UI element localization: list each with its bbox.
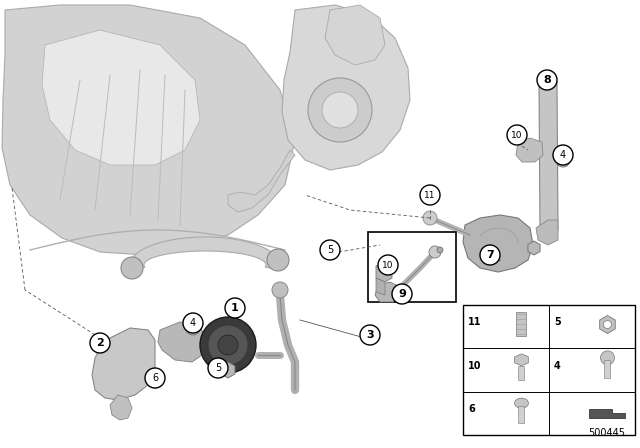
Text: 4: 4 [560,150,566,160]
Circle shape [208,325,248,365]
Polygon shape [92,328,155,400]
Text: 500445: 500445 [588,428,625,438]
Polygon shape [282,5,410,170]
Text: 7: 7 [486,250,494,260]
Polygon shape [2,5,295,255]
Text: 1: 1 [231,303,239,313]
Circle shape [437,247,443,253]
Circle shape [149,376,161,388]
Circle shape [537,70,557,90]
Text: 10: 10 [382,260,394,270]
Polygon shape [42,30,200,165]
Bar [605,360,611,378]
Circle shape [218,335,238,355]
Polygon shape [130,237,280,269]
Text: 4: 4 [554,361,561,370]
Text: 10: 10 [511,130,523,139]
Circle shape [322,92,358,128]
Text: 11: 11 [468,317,481,327]
Text: 6: 6 [152,373,158,383]
Circle shape [392,284,412,304]
Bar [516,313,527,336]
Circle shape [360,325,380,345]
Circle shape [553,145,573,165]
Polygon shape [110,395,132,420]
Circle shape [225,298,245,318]
Circle shape [186,321,200,335]
Polygon shape [589,409,625,418]
Circle shape [90,333,110,353]
Polygon shape [536,220,558,245]
Text: 11: 11 [424,190,436,199]
Text: 3: 3 [366,330,374,340]
Circle shape [208,358,228,378]
Circle shape [121,257,143,279]
Polygon shape [228,150,295,212]
Polygon shape [539,75,558,235]
Circle shape [200,317,256,373]
Circle shape [267,249,289,271]
Text: 10: 10 [468,361,481,370]
Circle shape [556,153,570,167]
Polygon shape [463,215,533,272]
Text: 6: 6 [468,404,475,414]
Text: 2: 2 [96,338,104,348]
Polygon shape [375,282,399,302]
Text: 5: 5 [554,317,561,327]
Circle shape [480,245,500,265]
Bar [518,406,525,423]
Bar [368,232,456,302]
Text: 9: 9 [398,289,406,299]
Circle shape [604,320,611,328]
Circle shape [378,255,398,275]
Circle shape [320,240,340,260]
Text: 5: 5 [215,363,221,373]
Circle shape [145,368,165,388]
Ellipse shape [515,398,529,408]
Polygon shape [376,278,385,295]
Circle shape [600,351,614,365]
Polygon shape [325,5,385,65]
Bar [518,366,525,380]
Bar [463,305,635,435]
Circle shape [183,313,203,333]
Circle shape [420,185,440,205]
Polygon shape [158,322,205,362]
Polygon shape [515,354,529,366]
Circle shape [272,282,288,298]
Text: 8: 8 [543,75,551,85]
Circle shape [507,125,527,145]
Polygon shape [600,315,615,333]
Circle shape [429,246,441,258]
Polygon shape [376,262,392,282]
Polygon shape [528,241,540,255]
Text: 5: 5 [327,245,333,255]
Polygon shape [221,362,235,378]
Text: 4: 4 [190,318,196,328]
Polygon shape [516,138,543,162]
Circle shape [423,211,437,225]
Circle shape [308,78,372,142]
